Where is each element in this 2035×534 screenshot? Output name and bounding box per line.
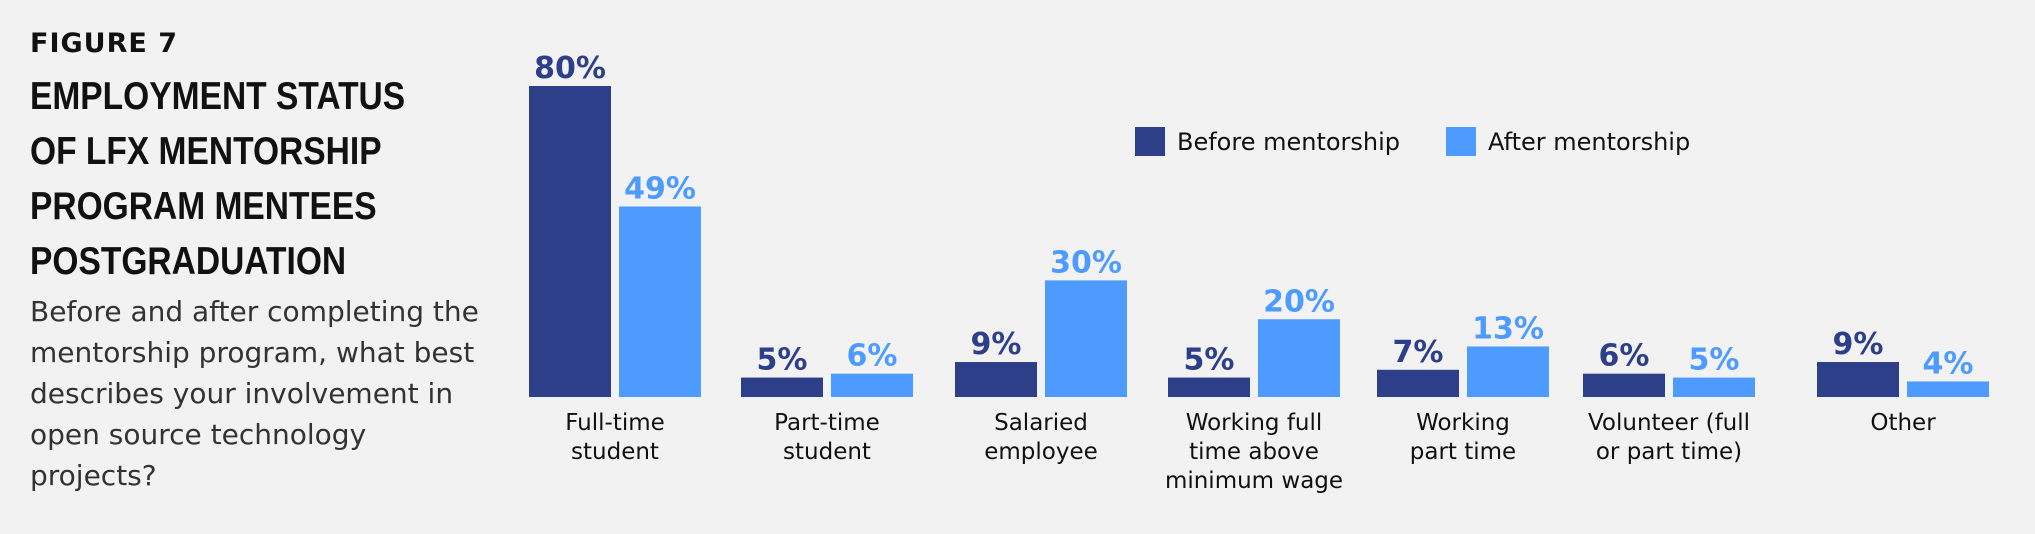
title-block: FIGURE 7 EMPLOYMENT STATUS OF LFX MENTOR… [30, 28, 480, 496]
bar-before-6 [1817, 362, 1899, 397]
data-label-before-5: 6% [1599, 339, 1650, 374]
bar-after-2 [1045, 280, 1127, 397]
bar-before-4 [1377, 369, 1459, 397]
data-label-before-6: 9% [1833, 327, 1884, 362]
legend-label-before: Before mentorship [1177, 128, 1400, 156]
category-labels: Full-time student Part-time student Salaried… [565, 410, 1936, 494]
bar-before-2 [955, 362, 1037, 397]
category-label-2: Salaried employee [984, 410, 1098, 465]
bars [529, 86, 1989, 397]
bar-after-3 [1258, 319, 1340, 397]
bar-before-1 [741, 377, 823, 397]
legend-swatch-before [1135, 127, 1165, 156]
figure-label: FIGURE 7 [30, 28, 178, 59]
data-label-before-4: 7% [1393, 335, 1444, 370]
data-label-before-1: 5% [757, 343, 808, 378]
category-label-4: Working part time [1410, 410, 1516, 465]
bar-before-0 [529, 86, 611, 397]
data-label-after-2: 30% [1050, 245, 1122, 280]
data-label-after-0: 49% [624, 172, 696, 207]
data-label-after-5: 5% [1689, 343, 1740, 378]
category-label-3: Working full time above minimum wage [1165, 410, 1343, 494]
data-label-after-3: 20% [1263, 284, 1335, 319]
bar-after-5 [1673, 377, 1755, 397]
data-label-after-4: 13% [1472, 311, 1544, 346]
data-label-before-0: 80% [534, 51, 606, 86]
bar-after-6 [1907, 381, 1989, 397]
bar-before-3 [1168, 377, 1250, 397]
legend: Before mentorship After mentorship [1135, 127, 1690, 156]
bar-after-1 [831, 373, 913, 397]
category-label-1: Part-time student [774, 410, 880, 465]
legend-swatch-after [1446, 127, 1476, 156]
data-label-after-6: 4% [1923, 346, 1974, 381]
category-label-0: Full-time student [565, 410, 665, 465]
category-label-6: Other [1870, 410, 1936, 436]
chart-title: EMPLOYMENT STATUS OF LFX MENTORSHIP PROG… [30, 75, 406, 283]
category-label-5: Volunteer (full or part time) [1588, 410, 1750, 465]
data-labels: 80% 49% 5% 6% 9% 30% 5% 20% 7% 13% 6% 5% 9% 4% [534, 51, 1973, 381]
bar-before-5 [1583, 373, 1665, 397]
data-label-after-1: 6% [847, 339, 898, 374]
bar-after-0 [619, 206, 701, 397]
chart-subtitle: Before and after completing the mentorsh… [30, 295, 479, 492]
legend-label-after: After mentorship [1488, 128, 1690, 156]
data-label-before-2: 9% [971, 327, 1022, 362]
data-label-before-3: 5% [1184, 343, 1235, 378]
bar-after-4 [1467, 346, 1549, 397]
